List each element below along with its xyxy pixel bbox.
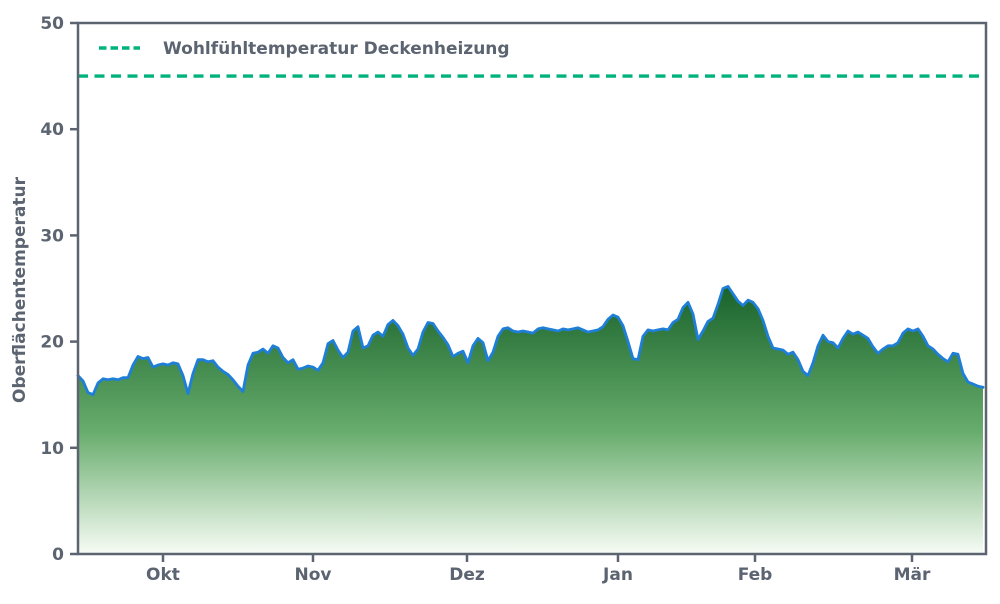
x-tick-label: Feb [738,565,773,585]
y-axis-label: Oberflächentemperatur [10,176,30,403]
x-tick-label: Nov [294,565,331,585]
x-tick-label: Jan [602,565,633,585]
line-series [76,285,985,397]
legend-label: Wohlfühltemperatur Deckenheizung [163,39,510,59]
y-tick-label: 10 [40,439,64,459]
x-tick-label: Okt [146,565,180,585]
legend: Wohlfühltemperatur Deckenheizung [99,39,510,59]
x-axis-ticks: Okt Nov Dez Jan Feb Mär [146,554,931,585]
y-axis-ticks: 0 10 20 30 40 50 [40,14,78,565]
y-tick-label: 0 [52,545,64,565]
area-series [78,286,983,554]
x-tick-label: Dez [449,565,485,585]
x-tick-label: Mär [894,565,931,585]
y-tick-label: 20 [40,333,64,353]
y-tick-label: 30 [40,226,64,246]
y-tick-label: 40 [40,120,64,140]
y-tick-label: 50 [40,14,64,34]
plot-border [76,21,988,556]
